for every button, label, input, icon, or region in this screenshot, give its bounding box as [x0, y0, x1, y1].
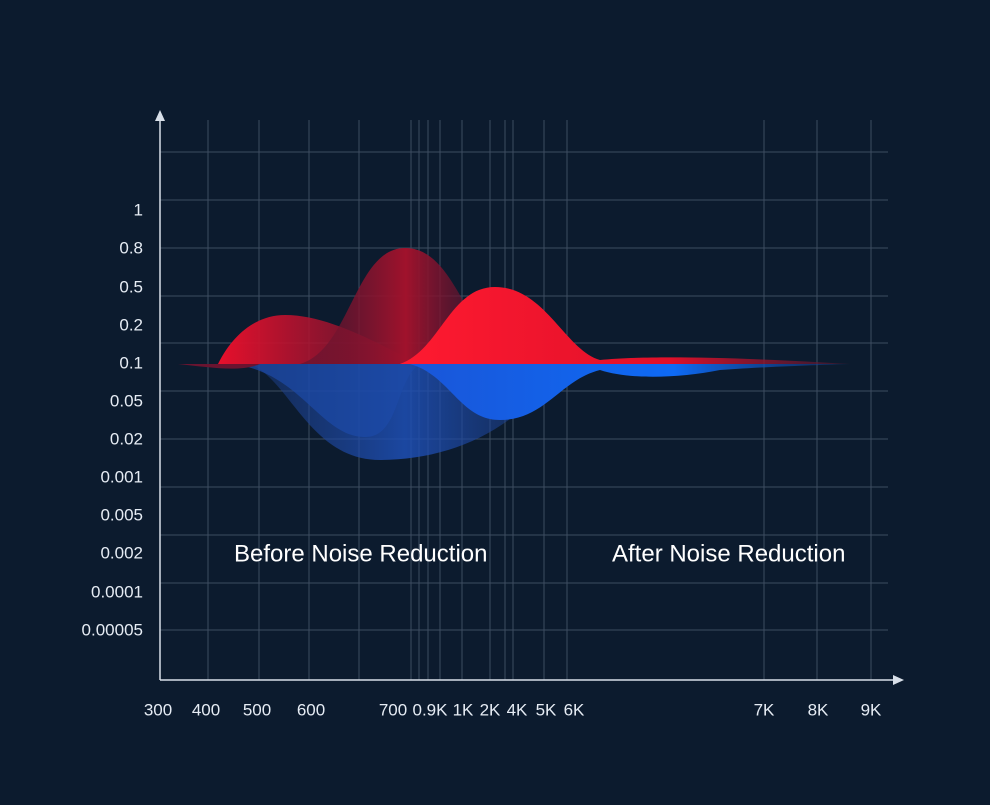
x-label: 4K	[507, 700, 528, 719]
x-label: 300	[144, 700, 172, 719]
x-label: 9K	[861, 700, 882, 719]
y-label: 0.002	[100, 543, 143, 562]
x-label: 600	[297, 700, 325, 719]
y-label: 0.001	[100, 467, 143, 486]
x-labels: 300 400 500 600 700 0.9K 1K 2K 4K 5K 6K 7K 8K 9K	[144, 700, 882, 719]
y-label: 0.8	[119, 238, 143, 257]
wave	[230, 364, 420, 437]
annotation: After Noise Reduction	[612, 540, 845, 567]
x-label: 700	[379, 700, 407, 719]
axes	[155, 110, 904, 685]
y-label: 0.05	[110, 391, 143, 410]
y-label: 1	[134, 200, 143, 219]
y-label: 0.02	[110, 429, 143, 448]
x-axis-arrow	[893, 675, 904, 685]
x-label: 1K	[453, 700, 474, 719]
x-label: 5K	[536, 700, 557, 719]
waves	[178, 248, 850, 460]
wave	[410, 364, 850, 420]
x-label: 7K	[754, 700, 775, 719]
y-label: 0.2	[119, 315, 143, 334]
y-labels: 1 0.8 0.5 0.2 0.1 0.05 0.02 0.001 0.005 0.002 0.00…	[82, 200, 143, 639]
x-label: 2K	[480, 700, 501, 719]
x-label: 6K	[564, 700, 585, 719]
y-label: 0.00005	[82, 620, 143, 639]
wave	[178, 364, 260, 369]
x-label: 8K	[808, 700, 829, 719]
x-label: 400	[192, 700, 220, 719]
y-label: 0.005	[100, 505, 143, 524]
y-axis-arrow	[155, 110, 165, 121]
y-label: 0.0001	[91, 582, 143, 601]
annotation: Before Noise Reduction	[234, 540, 487, 567]
x-label: 0.9K	[413, 700, 449, 719]
wave	[400, 287, 850, 364]
y-label: 0.1	[119, 353, 143, 372]
wave	[300, 248, 477, 364]
y-label: 0.5	[119, 277, 143, 296]
x-label: 500	[243, 700, 271, 719]
